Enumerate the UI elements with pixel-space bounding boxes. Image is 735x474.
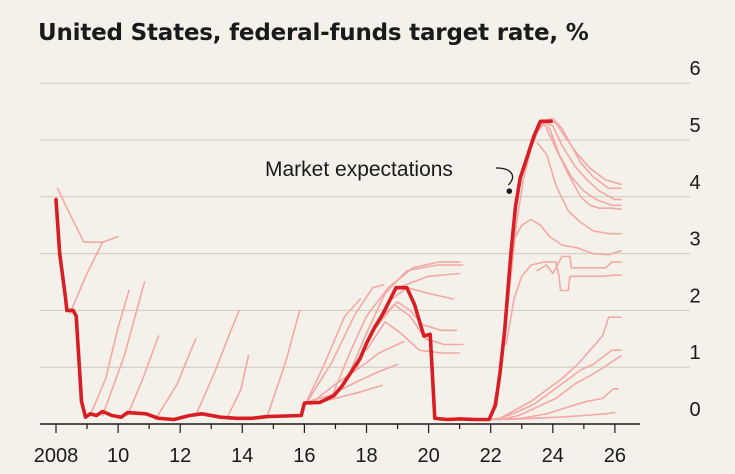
x-tick-label: 24 <box>542 445 564 467</box>
expectation-series-line <box>331 261 461 397</box>
expectation-series-line <box>365 321 461 354</box>
actual-rate-line <box>54 119 553 422</box>
y-axis: 0 1 2 3 4 5 6 <box>689 58 700 421</box>
expectation-series-line <box>375 303 464 346</box>
y-tick-label: 4 <box>689 172 700 194</box>
expectation-series-line <box>483 355 622 421</box>
expectation-series-line <box>536 142 622 235</box>
annotation-dot <box>506 188 513 194</box>
annotations: Market expectations <box>265 158 514 194</box>
x-tick-label: 12 <box>169 445 191 467</box>
actual-series-line <box>54 119 553 422</box>
y-tick-label: 2 <box>689 285 700 307</box>
x-tick-label: 22 <box>480 445 502 467</box>
y-tick-label: 6 <box>689 58 700 80</box>
expectation-series-line <box>539 122 622 207</box>
y-tick-label: 3 <box>689 229 700 251</box>
expectation-series-line <box>486 349 622 421</box>
expectation-series-line <box>486 316 622 421</box>
x-tick-label: 16 <box>293 445 315 467</box>
expectation-series-line <box>477 411 616 421</box>
expectation-series-line <box>344 264 464 385</box>
x-tick-label: 10 <box>107 445 129 467</box>
expectation-series-line <box>89 289 130 417</box>
expectation-series-line <box>312 340 405 403</box>
expectation-series-line <box>545 127 622 211</box>
x-tick-label: 18 <box>355 445 377 467</box>
expectation-series-line <box>154 338 197 421</box>
expectation-series-line <box>126 335 160 417</box>
expectation-series-line <box>194 309 240 417</box>
expectation-series-line <box>306 284 385 403</box>
expectation-series-line <box>266 309 301 418</box>
chart-title: United States, federal-funds target rate… <box>38 20 589 46</box>
expectation-series-line <box>56 187 104 243</box>
expectation-series-line <box>511 218 622 256</box>
x-tick-label: 20 <box>417 445 439 467</box>
annotation-leader <box>495 167 514 186</box>
x-axis: 2008 10 12 14 16 18 20 22 24 26 <box>34 423 640 467</box>
y-tick-label: 0 <box>689 399 700 421</box>
expectation-series-line <box>69 235 119 314</box>
annotation-label: Market expectations <box>265 158 453 181</box>
expectation-series-line <box>303 363 399 404</box>
y-tick-label: 5 <box>689 115 700 137</box>
expectation-series-line <box>226 355 250 420</box>
expectation-series-line <box>505 261 622 346</box>
expectation-series-line <box>300 298 362 414</box>
expectation-series-line <box>101 281 146 417</box>
expectation-series-line <box>530 122 622 201</box>
x-tick-label: 26 <box>604 445 626 467</box>
y-tick-label: 1 <box>689 342 700 364</box>
x-tick-label: 14 <box>231 445 253 467</box>
gridlines <box>40 82 690 368</box>
x-tick-label: 2008 <box>34 445 79 467</box>
expectation-series-line <box>536 255 622 275</box>
